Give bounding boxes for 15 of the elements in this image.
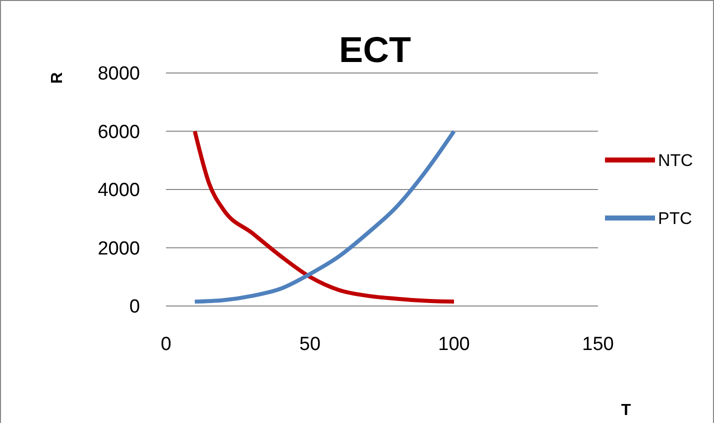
chart-title: ECT (339, 29, 412, 70)
legend-label: PTC (658, 208, 692, 228)
x-axis-title: T (621, 402, 632, 419)
y-tick-label: 0 (129, 296, 140, 318)
y-tick-label: 8000 (98, 64, 140, 85)
line-series (192, 129, 456, 304)
x-tick-label: 0 (160, 334, 172, 355)
y-tick-label: 2000 (98, 238, 140, 260)
legend-label: NTC (658, 150, 693, 170)
y-tick-label: 6000 (98, 122, 140, 143)
x-tick-label: 150 (582, 334, 614, 355)
y-tick-label: 4000 (98, 180, 140, 202)
x-tick-label: 50 (299, 334, 321, 355)
y-axis-title: R (49, 72, 66, 84)
x-tick-label: 100 (438, 334, 470, 355)
